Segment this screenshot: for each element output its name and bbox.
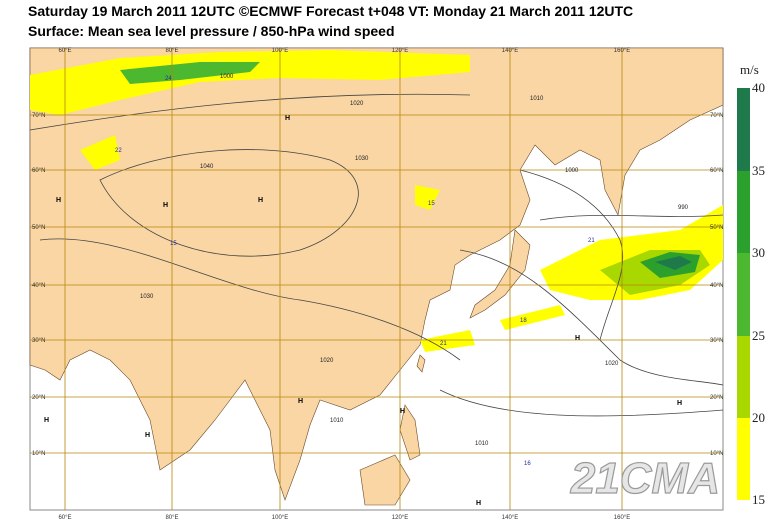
colorbar-swatch — [737, 171, 750, 253]
wind-label: 24 — [165, 76, 172, 82]
wind-label: 18 — [520, 318, 527, 324]
isobar-label: 1020 — [320, 358, 334, 364]
colorbar-swatch — [737, 88, 750, 171]
high-center: H — [163, 202, 168, 209]
high-center: H — [258, 197, 263, 204]
high-center: H — [145, 432, 150, 439]
isobar-label: 1040 — [200, 164, 214, 170]
subtitle: Surface: Mean sea level pressure / 850-h… — [28, 23, 395, 39]
isobar-label: 1010 — [530, 96, 544, 102]
wind-label: 16 — [524, 461, 531, 467]
isobar-label: 1030 — [355, 156, 369, 162]
lat-label: 60°N — [32, 168, 45, 174]
lat-label: 70°N — [32, 113, 45, 119]
lat-label: 60°N — [710, 168, 723, 174]
isobar-label: 1010 — [330, 418, 344, 424]
wind-label: 15 — [428, 201, 435, 207]
lon-label: 60°E — [58, 515, 71, 521]
wind-label: 15 — [170, 241, 177, 247]
colorbar-label: 20 — [752, 410, 765, 425]
colorbar-swatch — [737, 336, 750, 418]
lat-label: 20°N — [32, 395, 45, 401]
lat-label: 50°N — [32, 225, 45, 231]
title: Saturday 19 March 2011 12UTC ©ECMWF Fore… — [28, 3, 633, 19]
colorbar: m/s 40 35 30 25 20 15 — [737, 62, 765, 507]
high-center: H — [298, 398, 303, 405]
isobar-label: 1000 — [565, 168, 579, 174]
lon-label: 140°E — [502, 48, 518, 54]
lat-label: 50°N — [710, 225, 723, 231]
lat-label: 40°N — [32, 283, 45, 289]
high-center: H — [476, 500, 481, 507]
lon-label: 120°E — [392, 515, 408, 521]
lon-label: 80°E — [165, 515, 178, 521]
colorbar-unit: m/s — [740, 62, 759, 77]
isobar-label: 990 — [678, 205, 689, 211]
isobar-label: 1030 — [140, 294, 154, 300]
lat-label: 30°N — [32, 338, 45, 344]
colorbar-label: 15 — [752, 492, 765, 507]
lon-label: 140°E — [502, 515, 518, 521]
map — [29, 47, 724, 511]
philippines — [399, 404, 421, 461]
lon-label: 160°E — [614, 515, 630, 521]
wind-label: 21 — [588, 238, 595, 244]
lat-label: 10°N — [710, 451, 723, 457]
high-center: H — [44, 417, 49, 424]
lon-label: 100°E — [272, 515, 288, 521]
lat-label: 20°N — [710, 395, 723, 401]
colorbar-label: 30 — [752, 245, 765, 260]
wind-label: 21 — [440, 341, 447, 347]
lon-label: 100°E — [272, 48, 288, 54]
colorbar-label: 40 — [752, 80, 765, 95]
borneo — [359, 454, 411, 506]
lon-label: 160°E — [614, 48, 630, 54]
lat-label: 70°N — [710, 113, 723, 119]
high-center: H — [575, 335, 580, 342]
watermark: 21CMA — [570, 454, 720, 503]
isobar-label: 1020 — [350, 101, 364, 107]
colorbar-label: 25 — [752, 328, 765, 343]
isobar-label: 1000 — [220, 74, 234, 80]
lon-label: 80°E — [165, 48, 178, 54]
colorbar-label: 35 — [752, 163, 765, 178]
lat-label: 40°N — [710, 283, 723, 289]
wind-label: 22 — [115, 148, 122, 154]
isobars — [29, 93, 724, 417]
high-center: H — [677, 400, 682, 407]
high-center: H — [400, 408, 405, 415]
isobar-label: 1010 — [475, 441, 489, 447]
colorbar-swatch — [737, 253, 750, 336]
lat-label: 10°N — [32, 451, 45, 457]
lon-label: 120°E — [392, 48, 408, 54]
wind-swaths — [30, 50, 723, 352]
graticule — [30, 48, 723, 510]
lon-label: 60°E — [58, 48, 71, 54]
isobar-label: 1020 — [605, 361, 619, 367]
lat-label: 30°N — [710, 338, 723, 344]
japan — [469, 229, 531, 319]
high-center: H — [56, 197, 61, 204]
colorbar-swatch — [737, 418, 750, 500]
high-center: H — [285, 115, 290, 122]
taiwan — [416, 354, 426, 373]
